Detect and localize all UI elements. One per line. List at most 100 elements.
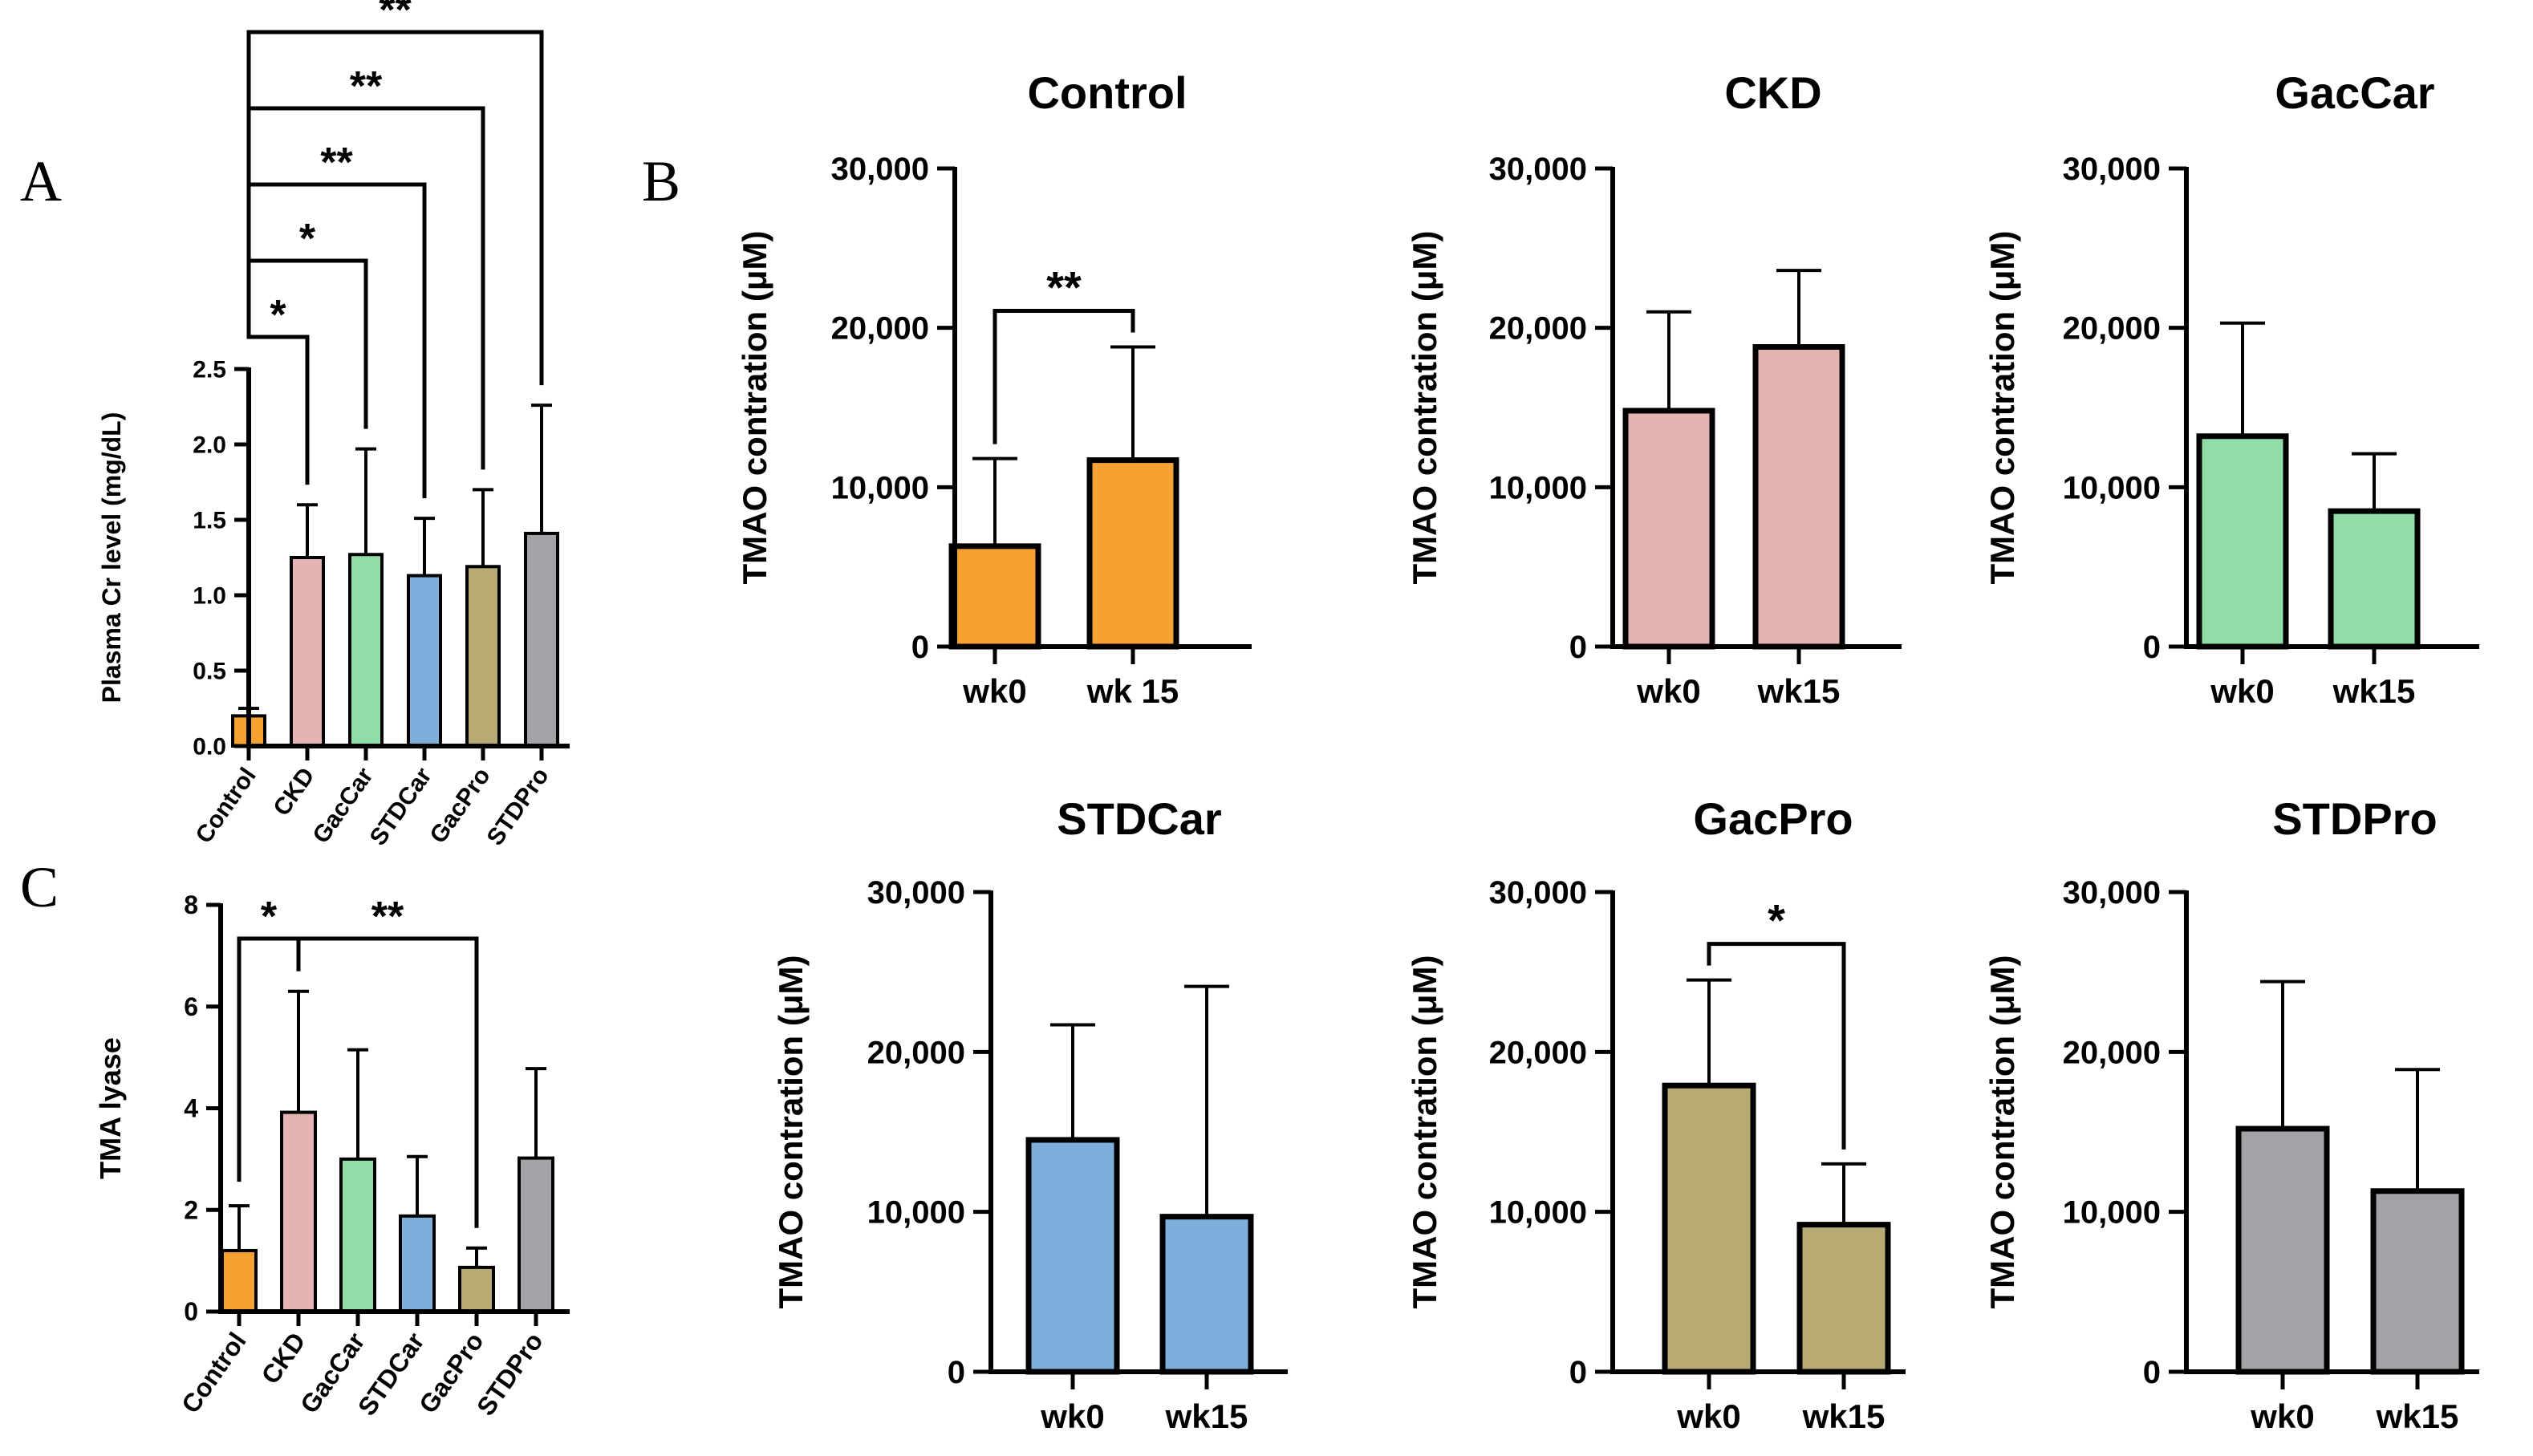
bar-wk0: [2196, 433, 2289, 650]
significance-label: *: [261, 894, 278, 940]
y-tick-label: 20,000: [2063, 311, 2161, 347]
y-tick-label: 2.0: [193, 432, 226, 459]
x-tick-label: wk 15: [1086, 672, 1179, 710]
panel-label-b: B: [642, 149, 680, 213]
significance-bracket: [296, 936, 479, 1228]
chart-b-gaccar: GacCar TMAO contration (μM) 0 10,000 20,000 3…: [1983, 67, 2479, 710]
chart-b-control: Control TMAO contration (μM) 0 10,000 20,000…: [736, 67, 1252, 710]
chart-title: CKD: [1724, 67, 1821, 118]
bar-wk15: [1752, 344, 1845, 650]
y-axis-title: TMAO contration (μM): [1406, 955, 1443, 1309]
x-tick-label: wk0: [2210, 672, 2274, 710]
chart-title: GacCar: [2275, 67, 2434, 118]
x-tick-label: wk0: [962, 672, 1026, 710]
y-tick-label: 30,000: [1489, 875, 1587, 911]
bar-gacpro: [458, 1265, 495, 1314]
bar-wk15: [2370, 1188, 2465, 1375]
x-tick-label: wk0: [1636, 672, 1700, 710]
bar-stdcar: [399, 1214, 436, 1313]
x-tick-label: STDPro: [482, 763, 554, 850]
y-tick-label: 30,000: [831, 152, 929, 187]
x-tick-label: wk15: [1165, 1397, 1248, 1435]
y-tick-label: 1.5: [193, 508, 226, 534]
bar-stdpro: [524, 531, 559, 748]
bar-ckd: [290, 556, 325, 748]
x-tick-label: CKD: [255, 1327, 311, 1389]
bar-stdcar: [407, 574, 442, 748]
y-axis-title: TMAO contration (μM): [1983, 231, 2021, 585]
y-tick-label: 0: [1569, 630, 1587, 665]
chart-a: Plasma Cr level (mg/dL) 0.0 0.5 1.0 1.5 2.0 2.…: [97, 0, 570, 850]
bar-control: [221, 1248, 258, 1313]
y-tick-label: 20,000: [2063, 1035, 2161, 1070]
bar-wk15: [1086, 457, 1179, 650]
significance-label: **: [320, 140, 353, 186]
y-tick-label: 10,000: [831, 470, 929, 505]
x-tick-label: Control: [191, 763, 262, 848]
x-tick-label: wk15: [2332, 672, 2416, 710]
bar-wk0: [948, 543, 1041, 650]
y-axis-title: Plasma Cr level (mg/dL): [97, 412, 126, 704]
x-tick-label: wk0: [2250, 1397, 2314, 1435]
significance-bracket: [246, 297, 310, 485]
significance-bracket: [1707, 942, 1846, 1150]
y-tick-label: 0: [911, 630, 929, 665]
significance-label: *: [299, 216, 316, 262]
significance-label: *: [270, 292, 286, 339]
bar-wk15: [2328, 508, 2421, 650]
y-tick-label: 10,000: [867, 1195, 965, 1231]
y-tick-label: 4: [184, 1094, 198, 1123]
y-tick-label: 0: [948, 1355, 965, 1390]
significance-label: *: [1768, 895, 1785, 946]
x-tick-label: Control: [176, 1327, 252, 1418]
x-tick-label: wk15: [2376, 1397, 2459, 1435]
y-tick-label: 20,000: [867, 1035, 965, 1070]
significance-label: **: [1046, 262, 1082, 313]
significance-label: **: [350, 63, 383, 110]
y-tick-label: 1.0: [193, 583, 226, 610]
y-tick-label: 0: [1569, 1355, 1587, 1390]
panel-label-a: A: [20, 149, 62, 213]
bar-wk0: [1662, 1082, 1756, 1375]
y-axis-title: TMAO contration (μM): [1406, 231, 1443, 585]
y-tick-label: 10,000: [2063, 470, 2161, 505]
chart-title: STDCar: [1057, 793, 1221, 844]
chart-title: GacPro: [1693, 793, 1853, 844]
y-tick-label: 30,000: [2063, 152, 2161, 187]
bar-wk15: [1159, 1214, 1254, 1375]
x-tick-label: wk0: [1676, 1397, 1740, 1435]
chart-title: Control: [1027, 67, 1187, 118]
y-tick-label: 20,000: [1489, 1035, 1587, 1070]
chart-b-ckd: CKD TMAO contration (μM) 0 10,000 20,000 30,0…: [1406, 67, 1902, 710]
y-tick-label: 8: [184, 890, 198, 919]
bar-stdpro: [518, 1156, 554, 1314]
significance-label: **: [371, 894, 404, 940]
y-tick-label: 10,000: [1489, 470, 1587, 505]
bar-gacpro: [465, 565, 501, 748]
x-tick-label: CKD: [268, 763, 319, 821]
y-axis-title: TMAO contration (μM): [772, 955, 810, 1309]
y-axis-title: TMAO contration (μM): [736, 231, 773, 585]
y-tick-label: 10,000: [2063, 1195, 2161, 1231]
y-tick-label: 30,000: [1489, 152, 1587, 187]
chart-b-stdcar: STDCar TMAO contration (μM) 0 10,000 20,000 3…: [772, 793, 1288, 1435]
significance-label: **: [379, 0, 412, 34]
significance-bracket: [246, 182, 427, 499]
y-tick-label: 2.5: [193, 357, 226, 383]
significance-bracket: [992, 309, 1135, 444]
y-tick-label: 30,000: [867, 875, 965, 911]
y-tick-label: 0: [184, 1297, 198, 1326]
bar-ckd: [280, 1110, 317, 1313]
panel-label-c: C: [20, 855, 59, 919]
y-tick-label: 20,000: [1489, 311, 1587, 347]
chart-b-stdpro: STDPro TMAO contration (μM) 0 10,000 20,000 3…: [1983, 793, 2479, 1435]
y-tick-label: 2: [184, 1195, 198, 1224]
y-tick-label: 20,000: [831, 311, 929, 347]
bar-wk0: [1622, 408, 1715, 650]
charts-layer: Plasma Cr level (mg/dL) 0.0 0.5 1.0 1.5 2.0 2.…: [94, 0, 2479, 1435]
y-tick-label: 10,000: [1489, 1195, 1587, 1231]
x-tick-label: wk15: [1757, 672, 1841, 710]
y-tick-label: 6: [184, 992, 198, 1021]
bar-wk15: [1796, 1222, 1891, 1375]
